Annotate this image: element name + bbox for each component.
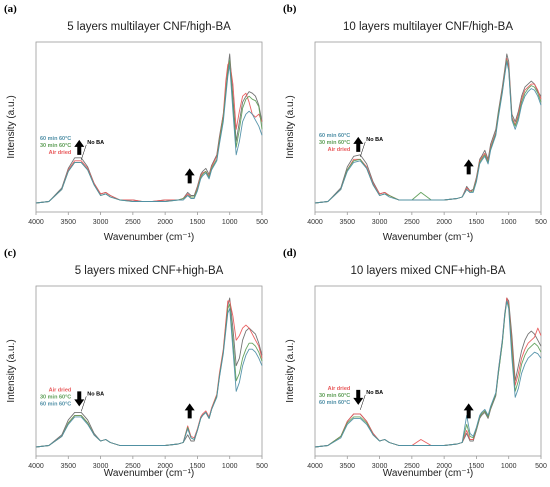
plot-frame xyxy=(35,285,263,457)
series-line xyxy=(35,308,263,448)
arrow-up-icon xyxy=(463,159,474,175)
x-tick-label: 3000 xyxy=(372,463,388,470)
arrow-down-icon xyxy=(74,391,85,407)
series-label: 30 min 60°C xyxy=(40,394,71,400)
series-label: No BA xyxy=(366,137,383,143)
x-tick-label: 4000 xyxy=(307,219,323,226)
arrow-up-icon xyxy=(184,403,195,419)
chart-panel: (b) 10 layers multilayer CNF/high-BA Inten… xyxy=(283,3,547,243)
series-label: 60 min 60°C xyxy=(40,136,71,142)
panel-letter: (a) xyxy=(4,3,17,15)
series-label: No BA xyxy=(366,390,383,396)
chart-title: 5 layers mixed CNF+high-BA xyxy=(75,265,224,277)
series-line xyxy=(314,58,542,204)
leader-line xyxy=(360,141,366,157)
plot-frame xyxy=(314,41,542,213)
series-line xyxy=(314,297,542,448)
series-line xyxy=(35,303,263,448)
x-tick-label: 500 xyxy=(256,463,268,470)
series-line xyxy=(35,300,263,448)
x-tick-label: 1500 xyxy=(190,219,206,226)
chart-title: 10 layers mixed CNF+high-BA xyxy=(351,265,506,277)
y-axis-label: Intensity (a.u.) xyxy=(285,95,296,158)
arrow-up-icon xyxy=(463,403,474,419)
series-label: 60 min 60°C xyxy=(40,401,71,407)
series-label: No BA xyxy=(87,140,104,146)
x-tick-label: 3000 xyxy=(93,463,109,470)
x-tick-label: 3000 xyxy=(93,219,109,226)
x-tick-label: 4000 xyxy=(307,463,323,470)
series-label: No BA xyxy=(87,391,104,397)
x-tick-label: 4000 xyxy=(28,219,44,226)
x-axis-label: Wavenumber (cm⁻¹) xyxy=(383,232,473,243)
series-line xyxy=(314,53,542,204)
leader-line xyxy=(360,394,366,410)
series-line xyxy=(314,61,542,204)
x-tick-label: 500 xyxy=(535,219,547,226)
series-line xyxy=(35,61,263,204)
arrow-up-icon xyxy=(353,136,364,152)
series-line xyxy=(314,297,542,448)
arrow-down-icon xyxy=(353,389,364,405)
x-tick-label: 500 xyxy=(256,219,268,226)
x-tick-label: 2000 xyxy=(436,463,452,470)
plot-frame xyxy=(314,285,542,457)
panel-letter: (d) xyxy=(283,247,297,259)
x-tick-label: 1000 xyxy=(501,463,517,470)
x-tick-label: 500 xyxy=(535,463,547,470)
arrow-up-icon xyxy=(184,168,195,184)
x-tick-label: 2000 xyxy=(436,219,452,226)
series-label: 30 min 60°C xyxy=(319,393,350,399)
x-tick-label: 3500 xyxy=(339,219,355,226)
x-tick-label: 3000 xyxy=(372,219,388,226)
series-label: Air dried xyxy=(328,147,351,153)
series-label: 30 min 60°C xyxy=(40,143,71,149)
series-label: 30 min 60°C xyxy=(319,140,350,146)
panel-letter: (b) xyxy=(283,3,297,15)
chart-panel: (c) 5 layers mixed CNF+high-BA Intensity (… xyxy=(4,247,268,479)
x-axis-label: Wavenumber (cm⁻¹) xyxy=(104,468,194,479)
y-axis-label: Intensity (a.u.) xyxy=(6,95,17,158)
x-tick-label: 3500 xyxy=(60,219,76,226)
x-tick-label: 3500 xyxy=(339,463,355,470)
x-tick-label: 2500 xyxy=(125,463,141,470)
leader-line xyxy=(81,396,87,412)
x-tick-label: 2500 xyxy=(404,463,420,470)
x-tick-label: 4000 xyxy=(28,463,44,470)
x-tick-label: 1000 xyxy=(501,219,517,226)
y-axis-label: Intensity (a.u.) xyxy=(6,339,17,402)
x-axis-label: Wavenumber (cm⁻¹) xyxy=(104,232,194,243)
x-tick-label: 1500 xyxy=(190,463,206,470)
x-tick-label: 2500 xyxy=(404,219,420,226)
chart-title: 5 layers multilayer CNF/high-BA xyxy=(67,21,231,33)
series-line xyxy=(314,59,542,204)
chart-panel: (d) 10 layers mixed CNF+high-BA Intensity … xyxy=(283,247,547,479)
series-label: Air dried xyxy=(328,386,351,392)
panel-letter: (c) xyxy=(4,247,17,259)
chart-title: 10 layers multilayer CNF/high-BA xyxy=(343,21,513,33)
series-label: 60 min 60°C xyxy=(319,400,350,406)
series-line xyxy=(314,300,542,448)
y-axis-label: Intensity (a.u.) xyxy=(285,339,296,402)
series-label: Air dried xyxy=(49,387,72,393)
chart-panel: (a) 5 layers multilayer CNF/high-BA Intens… xyxy=(4,3,268,243)
x-tick-label: 2000 xyxy=(157,463,173,470)
x-tick-label: 3500 xyxy=(60,463,76,470)
x-tick-label: 1000 xyxy=(222,463,238,470)
series-line xyxy=(314,300,542,448)
x-tick-label: 1500 xyxy=(469,463,485,470)
series-label: 60 min 60°C xyxy=(319,133,350,139)
series-line xyxy=(35,297,263,448)
arrow-up-icon xyxy=(74,139,85,155)
leader-line xyxy=(81,144,87,160)
x-tick-label: 2500 xyxy=(125,219,141,226)
series-line xyxy=(35,64,263,204)
x-tick-label: 2000 xyxy=(157,219,173,226)
series-line xyxy=(35,59,263,204)
x-axis-label: Wavenumber (cm⁻¹) xyxy=(383,468,473,479)
series-label: Air dried xyxy=(49,150,72,156)
x-tick-label: 1000 xyxy=(222,219,238,226)
x-tick-label: 1500 xyxy=(469,219,485,226)
